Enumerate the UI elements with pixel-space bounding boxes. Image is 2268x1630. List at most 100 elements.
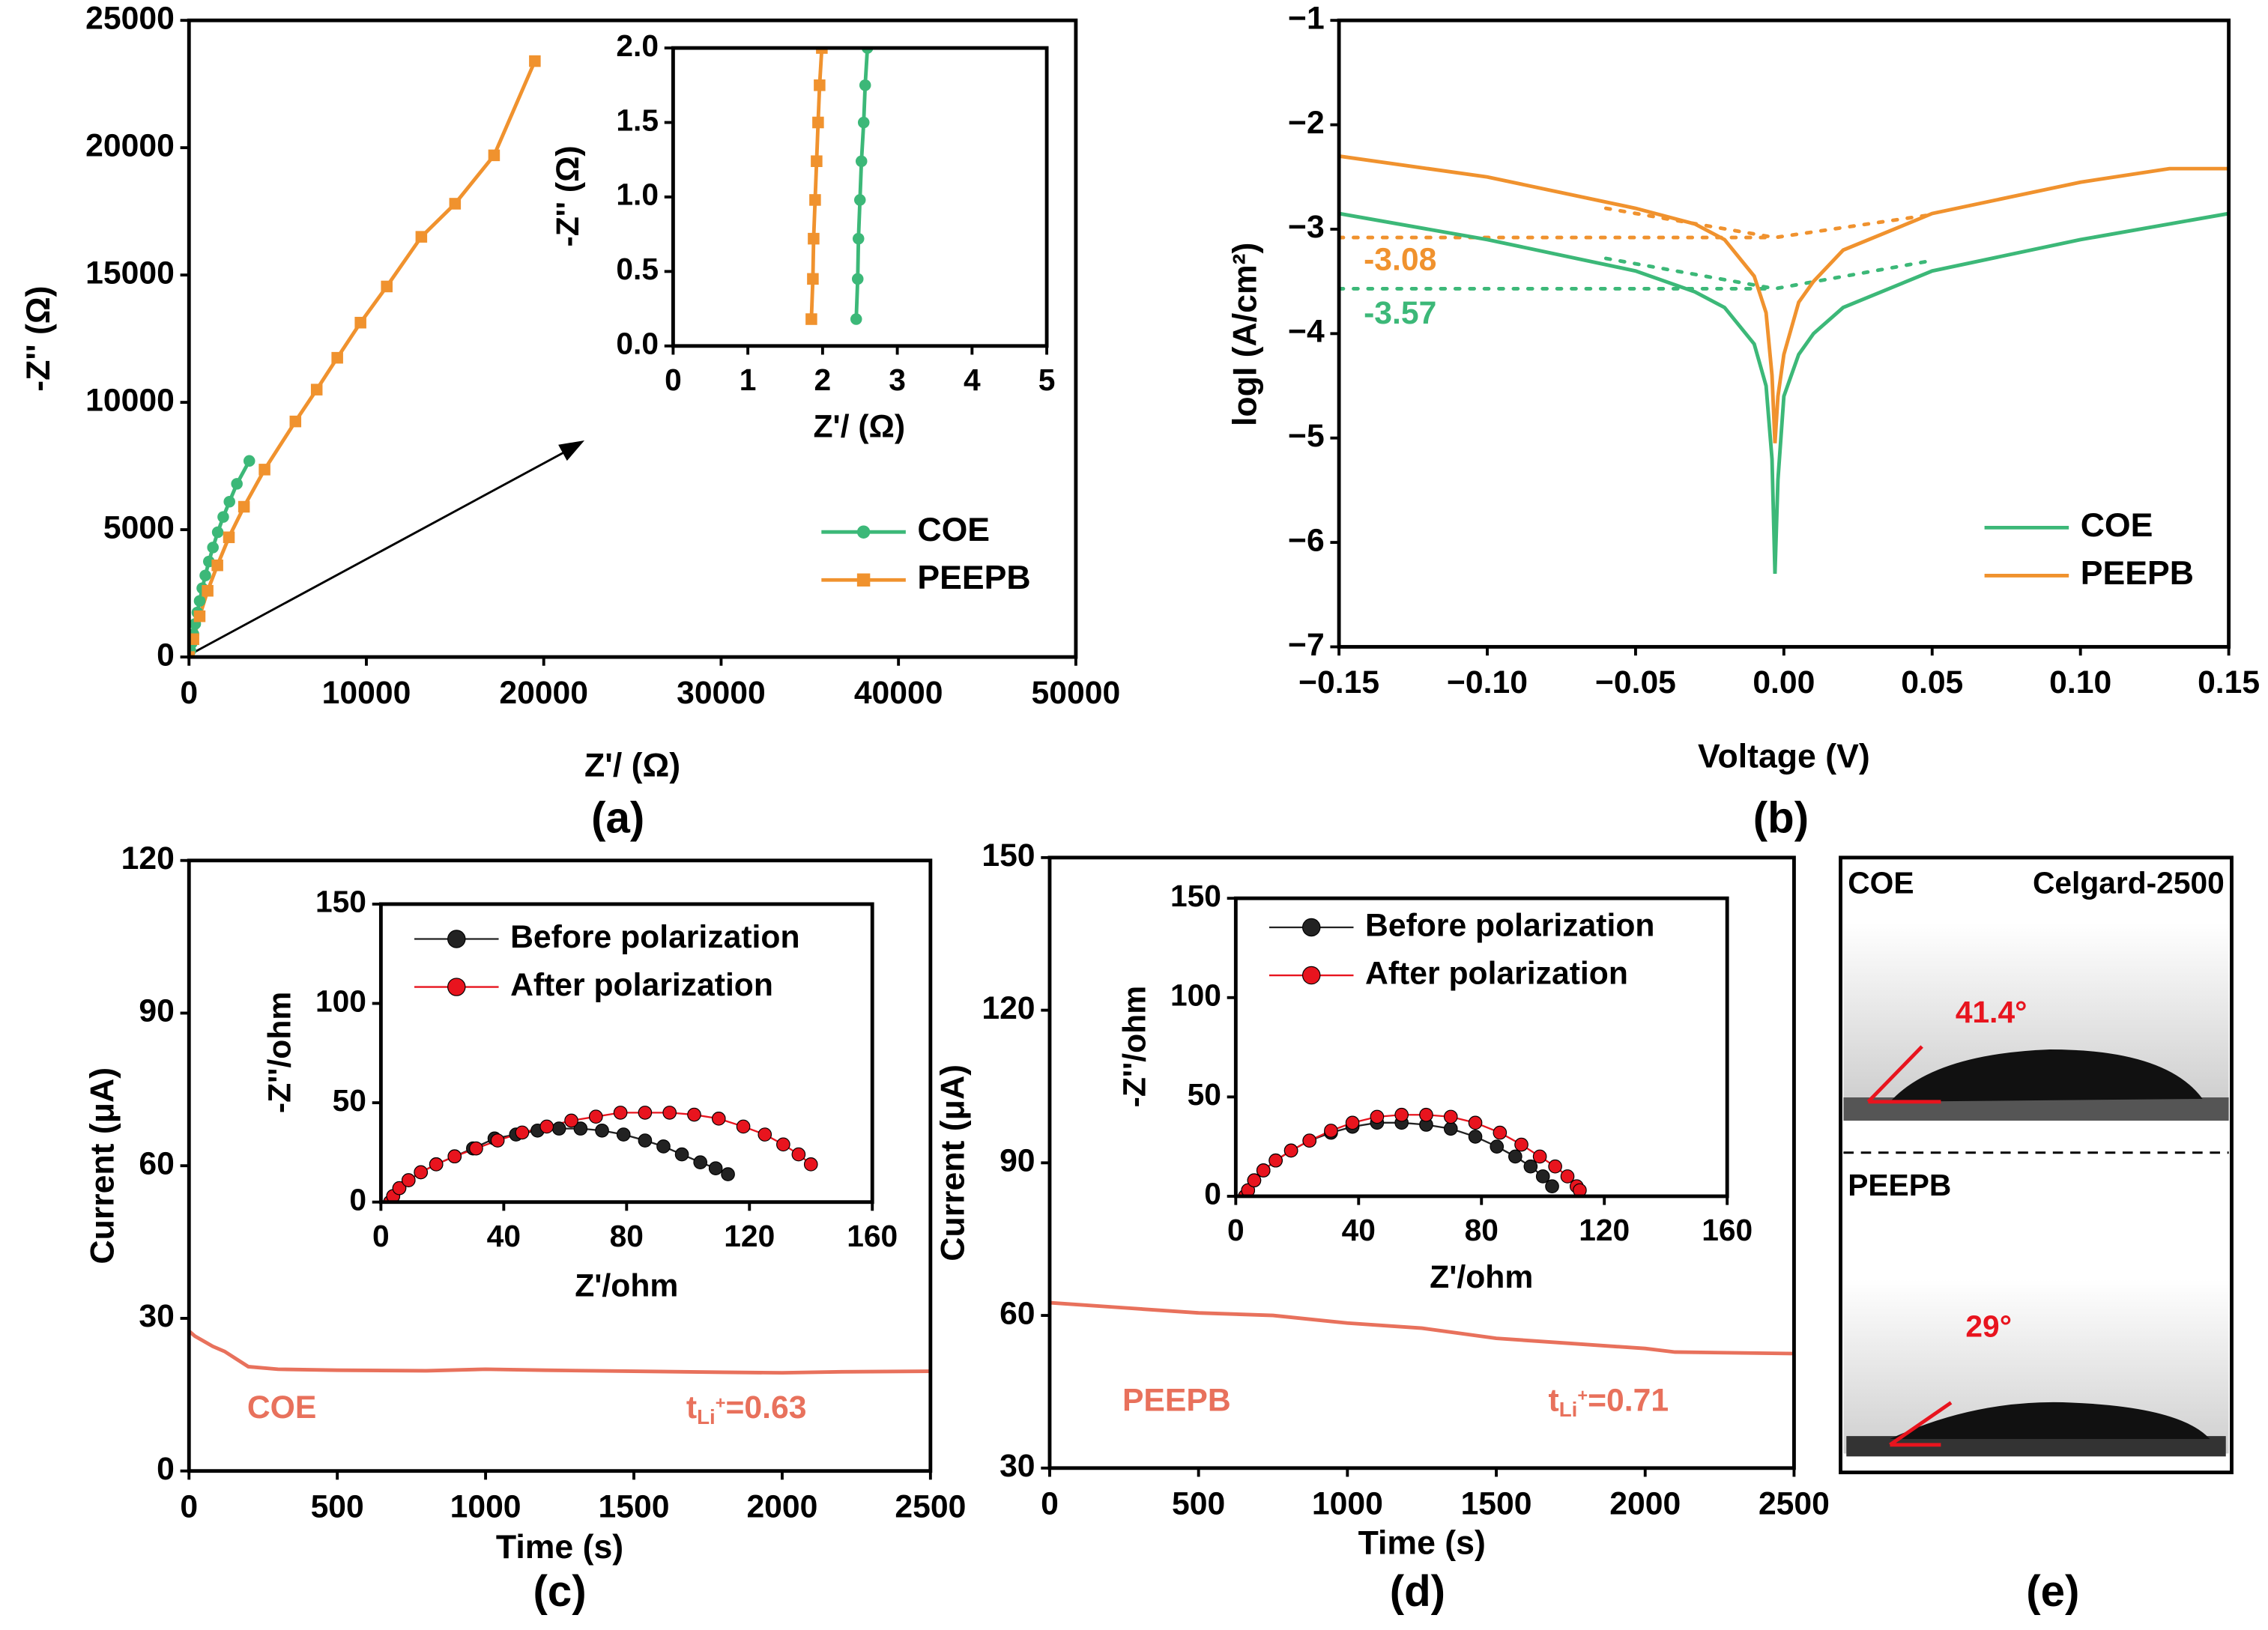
marker xyxy=(1247,1173,1262,1188)
x-tick-label: 0.15 xyxy=(2198,664,2260,700)
marker xyxy=(573,1121,588,1136)
x-tick-label: 80 xyxy=(1465,1213,1499,1247)
y-tick-label: 5000 xyxy=(103,509,175,545)
x-tick-label: 500 xyxy=(311,1488,364,1524)
marker xyxy=(857,116,870,129)
marker xyxy=(1468,1130,1483,1144)
marker xyxy=(202,584,214,597)
plot-frame xyxy=(187,858,933,1473)
legend-marker xyxy=(1302,966,1321,985)
y-tick-label: −5 xyxy=(1288,418,1325,454)
marker xyxy=(392,1181,407,1196)
y-tick-label: 60 xyxy=(1000,1295,1035,1331)
x-tick-label: 30000 xyxy=(677,675,766,711)
marker xyxy=(231,478,243,490)
x-tick-label: 0 xyxy=(180,675,198,711)
plot-frame xyxy=(1047,855,1796,1470)
x-tick-label: 500 xyxy=(1172,1486,1225,1522)
droplet-top xyxy=(1890,1049,2203,1102)
plot-content xyxy=(1238,1107,1587,1196)
x-axis-label: Z'/ (Ω) xyxy=(584,747,680,784)
y-tick-label: 90 xyxy=(1000,1143,1035,1179)
x-tick-label: 1500 xyxy=(1461,1486,1532,1522)
marker xyxy=(1324,1124,1338,1138)
y-axis-label: -Z''/ohm xyxy=(262,992,298,1114)
y-tick-label: 50 xyxy=(333,1083,366,1118)
legend-label: Before polarization xyxy=(510,919,799,955)
y-tick-label: 150 xyxy=(982,837,1035,873)
marker xyxy=(1345,1115,1360,1130)
annotation-sup: + xyxy=(716,1393,726,1413)
x-axis-label: Time (s) xyxy=(496,1529,623,1566)
y-tick-label: 30 xyxy=(1000,1448,1035,1484)
legend-label: After polarization xyxy=(1365,955,1628,991)
y-tick-label: 60 xyxy=(139,1145,174,1181)
x-tick-label: 10000 xyxy=(322,675,411,711)
series-line xyxy=(1339,154,2229,443)
marker xyxy=(258,464,270,476)
x-tick-label: 1000 xyxy=(1312,1486,1383,1522)
marker xyxy=(595,1123,609,1138)
x-tick-label: 2 xyxy=(814,363,832,397)
marker xyxy=(488,149,501,162)
marker xyxy=(811,155,823,167)
angle-line-top xyxy=(1866,1045,1941,1104)
series-line xyxy=(1339,211,2229,575)
plot-area xyxy=(1236,898,1728,1196)
marker xyxy=(1573,1183,1587,1196)
annotation-rest: =0.63 xyxy=(725,1390,806,1426)
x-tick-label: −0.10 xyxy=(1447,664,1528,700)
legend-marker xyxy=(856,525,871,539)
legend-label: PEEPB xyxy=(917,560,1030,596)
x-tick-label: 2000 xyxy=(746,1488,817,1524)
marker xyxy=(189,651,196,658)
marker xyxy=(564,1113,578,1128)
marker xyxy=(354,316,366,329)
x-tick-label: 120 xyxy=(1579,1213,1630,1247)
marker xyxy=(776,1137,790,1152)
y-tick-label: −6 xyxy=(1288,522,1325,558)
marker xyxy=(289,415,302,428)
marker xyxy=(490,1133,505,1148)
y-tick-label: 1.5 xyxy=(616,103,659,137)
x-tick-label: 4 xyxy=(964,363,981,397)
marker xyxy=(193,595,206,608)
marker xyxy=(217,511,229,523)
marker xyxy=(1514,1137,1528,1152)
marker xyxy=(238,500,250,513)
marker xyxy=(211,559,223,572)
angle-line-bottom xyxy=(1889,1401,1953,1447)
panel-label: (a) xyxy=(591,794,644,843)
marker xyxy=(223,531,235,544)
marker xyxy=(1560,1169,1575,1184)
photo-title: Celgard-2500 xyxy=(2033,865,2225,900)
plot-frame xyxy=(671,46,1049,348)
x-tick-label: 80 xyxy=(610,1219,644,1253)
x-tick-label: 3 xyxy=(889,363,906,397)
marker xyxy=(539,1119,554,1134)
y-tick-label: 100 xyxy=(315,984,366,1018)
contact-angle: 29° xyxy=(1965,1309,2012,1343)
x-axis-label: Z'/ohm xyxy=(575,1267,678,1303)
annotation: -3.57 xyxy=(1364,295,1436,331)
y-tick-label: 2.0 xyxy=(616,28,659,63)
x-tick-label: −0.15 xyxy=(1298,664,1379,700)
y-tick-label: 25000 xyxy=(85,0,175,36)
y-tick-label: 30 xyxy=(139,1298,174,1334)
marker xyxy=(1283,1143,1298,1158)
marker xyxy=(529,55,541,67)
plot-content xyxy=(383,1106,818,1202)
marker xyxy=(1468,1115,1483,1130)
marker xyxy=(791,1147,806,1162)
y-tick-label: 0.0 xyxy=(616,327,659,361)
marker xyxy=(449,198,462,210)
marker xyxy=(1535,1169,1550,1184)
x-tick-label: 0 xyxy=(180,1488,198,1524)
arrow xyxy=(193,448,571,654)
annotation-text: t xyxy=(1549,1383,1559,1419)
photo-title: PEEPB xyxy=(1848,1168,1951,1202)
marker xyxy=(401,1173,416,1187)
marker xyxy=(656,1139,671,1154)
marker xyxy=(1493,1125,1508,1140)
y-axis-label: -Z'' (Ω) xyxy=(550,145,586,246)
